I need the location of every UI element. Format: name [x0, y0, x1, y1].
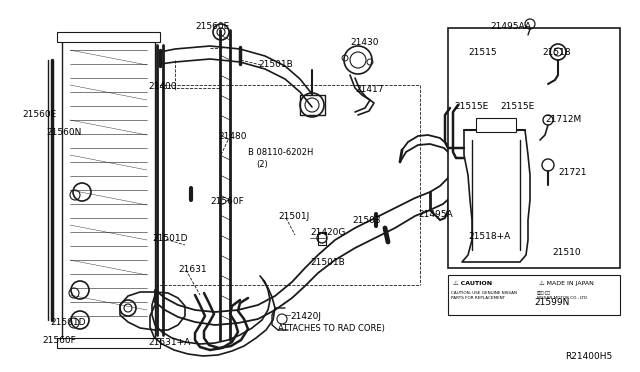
Bar — [57, 338, 160, 348]
Text: 21518+A: 21518+A — [468, 232, 510, 241]
Text: 21501B: 21501B — [310, 258, 345, 267]
Text: 21560E: 21560E — [195, 22, 229, 31]
Text: ⚠ CAUTION: ⚠ CAUTION — [453, 281, 492, 286]
Text: 21599N: 21599N — [534, 298, 570, 307]
Text: 21560N: 21560N — [46, 128, 81, 137]
Text: 21501D: 21501D — [152, 234, 188, 243]
Text: 21560F: 21560F — [210, 197, 244, 206]
Text: 21721: 21721 — [558, 168, 586, 177]
Text: B 08110-6202H: B 08110-6202H — [248, 148, 314, 157]
Text: 21631+A: 21631+A — [148, 338, 190, 347]
Text: 21420G: 21420G — [310, 228, 346, 237]
Text: 21417: 21417 — [355, 85, 383, 94]
Text: 21503: 21503 — [352, 216, 381, 225]
Text: R21400H5: R21400H5 — [565, 352, 612, 361]
Text: 21712M: 21712M — [545, 115, 581, 124]
Bar — [476, 118, 516, 132]
Text: 21480: 21480 — [218, 132, 246, 141]
Text: 21515E: 21515E — [454, 102, 488, 111]
Text: CAUTION: USE GENUINE NISSAN
PARTS FOR REPLACEMENT: CAUTION: USE GENUINE NISSAN PARTS FOR RE… — [451, 291, 517, 299]
Text: 21631: 21631 — [178, 265, 207, 274]
Text: 21515E: 21515E — [500, 102, 534, 111]
Bar — [448, 275, 620, 315]
Bar — [62, 40, 155, 340]
Text: 21510: 21510 — [552, 248, 580, 257]
Bar — [448, 28, 620, 268]
Text: 21495A: 21495A — [418, 210, 452, 219]
Text: 21560F: 21560F — [42, 336, 76, 345]
Text: (2): (2) — [256, 160, 268, 169]
Text: 21400: 21400 — [148, 82, 177, 91]
Bar — [57, 32, 160, 42]
Text: 21501J: 21501J — [278, 212, 309, 221]
Text: 21518: 21518 — [542, 48, 571, 57]
Text: 21501B: 21501B — [258, 60, 292, 69]
Text: 21420J: 21420J — [290, 312, 321, 321]
Text: 21495AA: 21495AA — [490, 22, 531, 31]
Text: 21430: 21430 — [350, 38, 378, 47]
Text: 21515: 21515 — [468, 48, 497, 57]
Text: ⚠ MADE IN JAPAN: ⚠ MADE IN JAPAN — [539, 281, 594, 286]
Text: 21501D: 21501D — [50, 318, 86, 327]
Text: 21560E: 21560E — [22, 110, 56, 119]
Text: 製造国:日本
NISSAN MOTOR CO., LTD: 製造国:日本 NISSAN MOTOR CO., LTD — [537, 291, 588, 299]
Text: ATTACHES TO RAD CORE): ATTACHES TO RAD CORE) — [278, 324, 385, 333]
